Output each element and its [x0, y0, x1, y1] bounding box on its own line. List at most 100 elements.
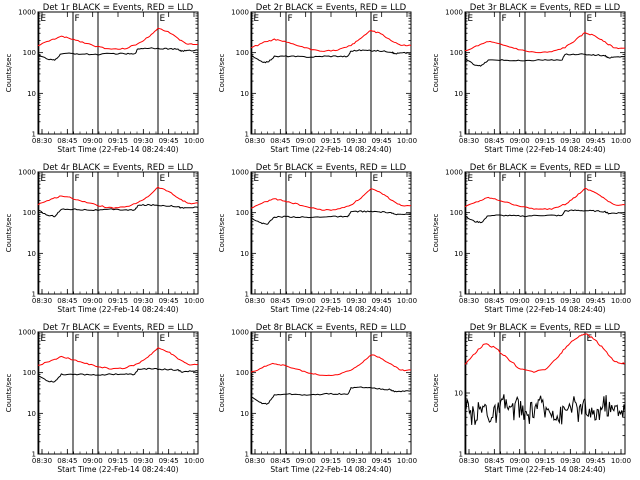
- time-marker-label: E: [467, 174, 473, 184]
- series-line-black: [464, 53, 626, 67]
- y-tick-label: 1000: [231, 9, 249, 17]
- y-axis-label: Counts/sec: [5, 214, 13, 253]
- series-line-red: [37, 347, 199, 370]
- chart-title: Det 1r BLACK = Events, RED = LLD: [43, 3, 194, 13]
- time-marker-label: E: [40, 14, 46, 24]
- time-marker-label: E: [253, 174, 259, 184]
- plot-frame: [464, 11, 626, 135]
- x-tick-label: 09:30: [560, 457, 580, 465]
- y-tick-label: 1000: [445, 9, 463, 17]
- y-axis-label: Counts/sec: [218, 214, 226, 253]
- x-tick-label: 09:00: [296, 137, 316, 145]
- time-marker-label: E: [160, 14, 166, 24]
- x-tick-label: 10:00: [184, 137, 204, 145]
- y-axis-label: Counts/sec: [432, 54, 440, 93]
- plot-frame: [37, 11, 199, 135]
- x-tick-label: 08:30: [245, 457, 265, 465]
- y-tick-label: 1000: [231, 329, 249, 337]
- time-marker-label: E: [587, 174, 593, 184]
- chart-panel-4: Det 4r BLACK = Events, RED = LLD 1 10 100 10…: [5, 163, 204, 314]
- x-tick-label: 09:45: [159, 297, 179, 305]
- series-line-red: [250, 29, 412, 52]
- chart-title: Det 7r BLACK = Events, RED = LLD: [43, 323, 194, 333]
- y-tick-label: 100: [450, 49, 463, 57]
- y-tick-label: 10: [27, 410, 36, 418]
- chart-title: Det 2r BLACK = Events, RED = LLD: [256, 3, 407, 13]
- x-tick-label: 10:00: [184, 457, 204, 465]
- x-tick-label: 08:30: [32, 457, 52, 465]
- x-tick-label: 09:00: [296, 457, 316, 465]
- x-tick-label: 10:00: [611, 297, 631, 305]
- chart-panel-6: Det 6r BLACK = Events, RED = LLD 1 10 100 10…: [432, 163, 631, 314]
- x-tick-label: 09:45: [586, 137, 606, 145]
- y-tick-label: 100: [236, 49, 249, 57]
- x-tick-label: 08:45: [57, 297, 77, 305]
- chart-panel-9: Det 9r BLACK = Events, RED = LLD 1 10 Count…: [432, 323, 631, 474]
- x-tick-label: 08:30: [32, 137, 52, 145]
- y-tick-label: 10: [454, 90, 463, 98]
- chart-panel-8: Det 8r BLACK = Events, RED = LLD 1 10 100 10…: [218, 323, 417, 474]
- chart-title: Det 5r BLACK = Events, RED = LLD: [256, 163, 407, 173]
- x-tick-label: 08:30: [245, 137, 265, 145]
- y-tick-label: 100: [23, 49, 36, 57]
- x-tick-label: 09:00: [510, 137, 530, 145]
- x-tick-label: 10:00: [611, 457, 631, 465]
- y-tick-label: 10: [27, 250, 36, 258]
- x-axis-label: Start Time (22-Feb-14 08:24:40): [484, 305, 605, 314]
- plot-frame: [37, 171, 199, 295]
- y-tick-label: 1: [32, 131, 36, 139]
- x-tick-label: 09:30: [133, 457, 153, 465]
- x-tick-label: 10:00: [397, 297, 417, 305]
- time-marker-label: E: [467, 14, 473, 24]
- x-tick-label: 10:00: [397, 457, 417, 465]
- plot-frame: [250, 171, 412, 295]
- y-axis-label: Counts/sec: [432, 214, 440, 253]
- x-tick-label: 09:30: [346, 457, 366, 465]
- x-axis-label: Start Time (22-Feb-14 08:24:40): [57, 305, 178, 314]
- plot-frame: [37, 331, 199, 455]
- series-line-black: [250, 49, 412, 64]
- time-marker-label: F: [502, 14, 507, 24]
- time-marker-label: E: [373, 14, 379, 24]
- x-tick-label: 08:45: [270, 457, 290, 465]
- time-marker-label: F: [288, 174, 293, 184]
- x-tick-label: 08:30: [459, 457, 479, 465]
- series-line-black: [250, 210, 412, 225]
- y-tick-label: 100: [236, 369, 249, 377]
- x-tick-label: 10:00: [397, 137, 417, 145]
- x-tick-label: 08:30: [459, 137, 479, 145]
- x-axis-label: Start Time (22-Feb-14 08:24:40): [270, 465, 391, 474]
- series-line-red: [464, 31, 626, 54]
- series-line-red: [37, 186, 199, 209]
- x-tick-label: 08:45: [270, 297, 290, 305]
- time-marker-label: F: [288, 334, 293, 344]
- plot-frame: [464, 171, 626, 295]
- x-tick-label: 08:45: [484, 457, 504, 465]
- y-tick-label: 1000: [18, 169, 36, 177]
- x-tick-label: 09:45: [159, 457, 179, 465]
- y-tick-label: 1: [459, 451, 463, 459]
- time-marker-label: E: [160, 334, 166, 344]
- series-line-black: [37, 47, 199, 61]
- x-tick-label: 09:15: [535, 137, 555, 145]
- time-marker-label: E: [40, 174, 46, 184]
- x-axis-label: Start Time (22-Feb-14 08:24:40): [270, 145, 391, 154]
- y-tick-label: 1000: [231, 169, 249, 177]
- y-tick-label: 10: [240, 250, 249, 258]
- series-line-black: [464, 394, 626, 425]
- series-line-black: [250, 386, 412, 405]
- x-tick-label: 09:45: [372, 457, 392, 465]
- series-line-black: [37, 203, 199, 218]
- y-tick-label: 100: [23, 209, 36, 217]
- time-marker-label: F: [75, 334, 80, 344]
- plot-frame: [464, 331, 626, 455]
- y-axis-label: Counts/sec: [5, 374, 13, 413]
- y-tick-label: 1: [245, 291, 249, 299]
- y-tick-label: 1000: [18, 329, 36, 337]
- y-tick-label: 10: [240, 90, 249, 98]
- y-tick-label: 100: [450, 209, 463, 217]
- series-line-red: [250, 354, 412, 377]
- x-tick-label: 08:45: [57, 137, 77, 145]
- x-tick-label: 09:00: [510, 297, 530, 305]
- x-tick-label: 09:15: [535, 457, 555, 465]
